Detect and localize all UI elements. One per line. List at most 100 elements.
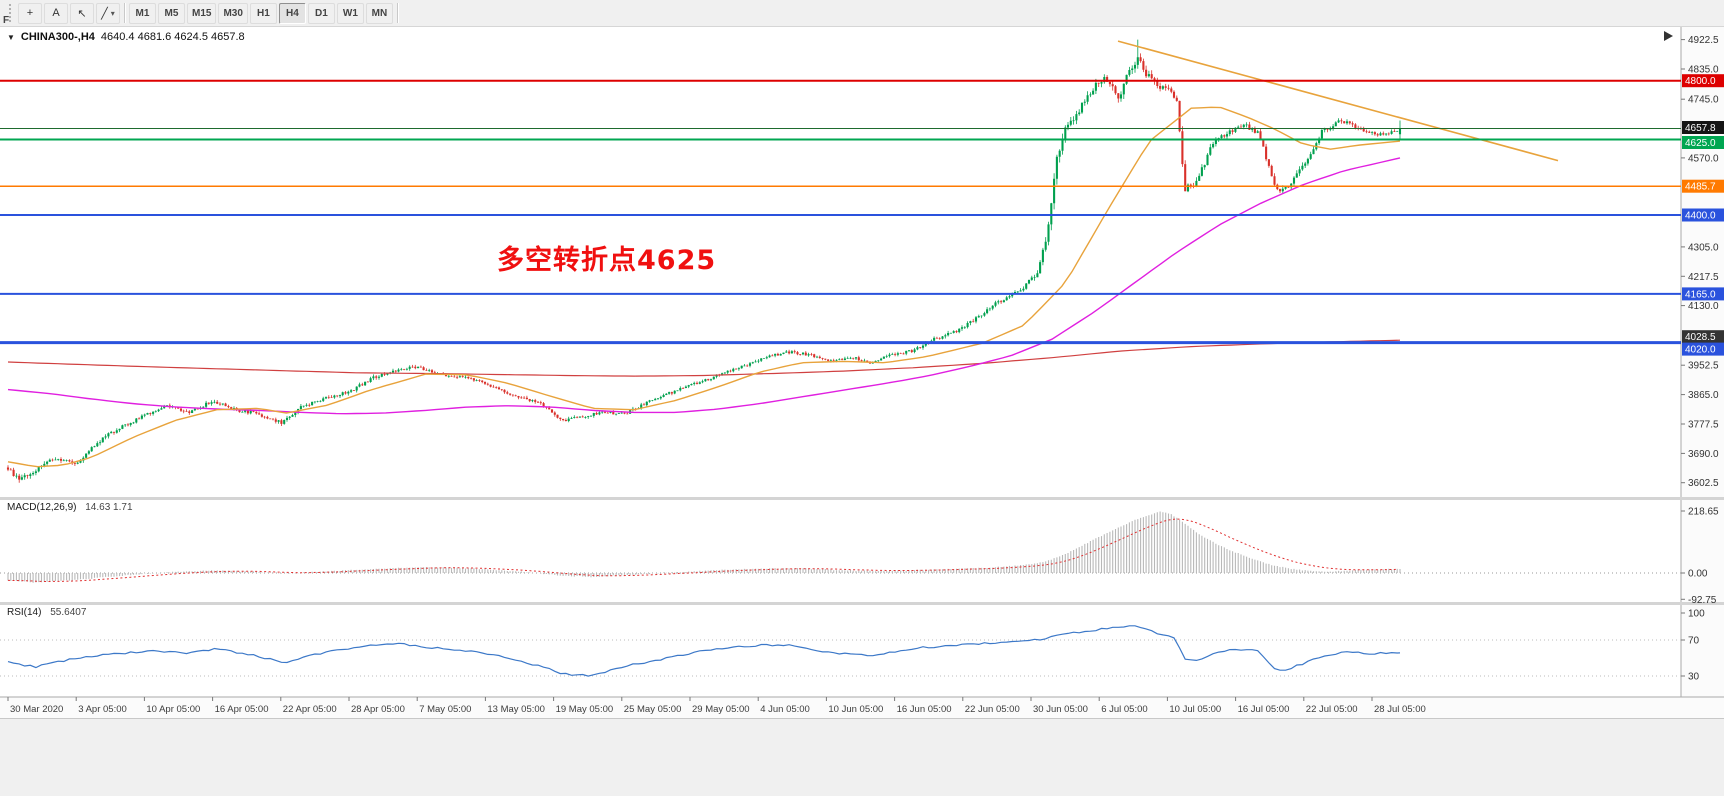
price-scale-label: 3690.0 xyxy=(1688,449,1719,460)
macd-scale-label: 0.00 xyxy=(1688,569,1708,580)
macd-panel-bg[interactable] xyxy=(0,500,1681,602)
macd-signal-line xyxy=(7,518,1398,583)
price-label-text: 4625.0 xyxy=(1685,138,1716,149)
timeframe-button-m1[interactable]: M1 xyxy=(129,2,156,24)
price-scale-label: 4745.0 xyxy=(1688,95,1719,106)
timeframe-button-m5[interactable]: M5 xyxy=(158,2,185,24)
panel-separator[interactable] xyxy=(0,497,1724,500)
time-scale-label: 4 Jun 05:00 xyxy=(760,704,810,715)
rsi-name: RSI(14) xyxy=(7,607,42,618)
price-label-box xyxy=(1682,74,1724,88)
chart-shift-marker[interactable] xyxy=(1664,31,1673,41)
time-scale-label: 16 Apr 05:00 xyxy=(215,704,269,715)
ma-mid-line xyxy=(7,157,1401,415)
time-scale-label: 25 May 05:00 xyxy=(624,704,682,715)
price-label-box xyxy=(1682,121,1724,134)
rsi-scale-label: 70 xyxy=(1688,636,1700,647)
ma-slow-line xyxy=(7,339,1401,377)
timeframe-button-h1[interactable]: H1 xyxy=(249,2,277,24)
rsi-label: RSI(14) 55.6407 xyxy=(7,607,86,618)
price-label-text: 4020.0 xyxy=(1685,345,1716,356)
timeframe-button-mn[interactable]: MN xyxy=(365,2,393,24)
price-scale-label: 4217.5 xyxy=(1688,272,1719,283)
price-scale-label: 4305.0 xyxy=(1688,242,1719,253)
toolbar-f-marker: F xyxy=(3,15,10,26)
price-scale-label: 4570.0 xyxy=(1688,153,1719,164)
candle-bodies-down xyxy=(6,57,1396,480)
text-label-button[interactable]: A xyxy=(44,2,68,24)
time-scale-label: 28 Jul 05:00 xyxy=(1374,704,1426,715)
macd-values: 14.63 1.71 xyxy=(85,502,133,513)
price-label-text: 4657.8 xyxy=(1685,123,1716,134)
panel-separator[interactable] xyxy=(0,602,1724,605)
price-label-text: 4485.7 xyxy=(1685,182,1716,193)
chart-title: ▼ CHINA300-,H4 4640.4 4681.6 4624.5 4657… xyxy=(7,31,245,43)
price-label-text: 4028.5 xyxy=(1685,332,1716,343)
time-scale-label: 16 Jun 05:00 xyxy=(897,704,952,715)
timeframe-button-m30[interactable]: M30 xyxy=(218,2,248,24)
timeframe-button-w1[interactable]: W1 xyxy=(336,2,364,24)
price-label-box xyxy=(1682,208,1724,222)
price-scale-label: 4922.5 xyxy=(1688,35,1719,46)
chart-area[interactable]: 4922.5 4835.0 4745.0 4570.0 4305.0 4217.5 4130… xyxy=(0,27,1724,718)
rsi-scale-label: 30 xyxy=(1688,672,1700,683)
macd-scale-label: -92.75 xyxy=(1688,595,1717,606)
time-scale-label: 28 Apr 05:00 xyxy=(351,704,405,715)
trendline[interactable] xyxy=(1117,40,1559,162)
macd-scale-label: 218.65 xyxy=(1688,507,1719,518)
price-scale-label: 3952.5 xyxy=(1688,361,1719,372)
crosshair-button[interactable]: + xyxy=(18,2,42,24)
chinese-annotation[interactable]: 多空转折点4625 xyxy=(497,245,717,276)
timeframe-button-h4[interactable]: H4 xyxy=(278,2,306,24)
price-scale-label: 3602.5 xyxy=(1688,478,1719,489)
price-label-box xyxy=(1682,330,1724,344)
price-scale-label: 3777.5 xyxy=(1688,420,1719,431)
triangle-icon[interactable]: ▼ xyxy=(7,32,15,42)
main-panel-bg[interactable] xyxy=(0,27,1681,497)
window-bottom-area xyxy=(0,718,1724,796)
time-axis[interactable] xyxy=(0,697,1724,718)
time-scale-label: 10 Jun 05:00 xyxy=(828,704,883,715)
price-scale-label: 3865.0 xyxy=(1688,390,1719,401)
chart-ohlc-values: 4640.4 4681.6 4624.5 4657.8 xyxy=(100,31,245,43)
line-tools-button[interactable]: ╱ ▾ xyxy=(96,2,120,24)
time-scale-label: 10 Jul 05:00 xyxy=(1169,704,1221,715)
price-scale-label: 4130.0 xyxy=(1688,301,1719,312)
time-scale-label: 30 Jun 05:00 xyxy=(1033,704,1088,715)
toolbar-separator xyxy=(396,3,398,23)
time-scale-label: 13 May 05:00 xyxy=(487,704,545,715)
timeframe-button-group: M1 M5 M15 M30 H1 H4 D1 W1 MN xyxy=(129,2,393,24)
time-scale-label: 10 Apr 05:00 xyxy=(146,704,200,715)
main-toolbar: + A ↖ ╱ ▾ M1 M5 M15 M30 H1 H4 D1 W1 MN xyxy=(0,0,1724,27)
time-scale-label: 22 Jul 05:00 xyxy=(1306,704,1358,715)
rsi-line xyxy=(7,625,1401,677)
cursor-button[interactable]: ↖ xyxy=(70,2,94,24)
timeframe-button-d1[interactable]: D1 xyxy=(307,2,335,24)
time-scale-label: 22 Jun 05:00 xyxy=(965,704,1020,715)
time-scale-label: 30 Mar 2020 xyxy=(10,704,63,715)
rsi-value: 55.6407 xyxy=(50,607,87,618)
toolbar-separator xyxy=(124,3,125,23)
macd-histogram xyxy=(7,511,1401,583)
time-scale-label: 22 Apr 05:00 xyxy=(283,704,337,715)
toolbar-grip[interactable] xyxy=(9,4,13,22)
timeframe-button-m15[interactable]: M15 xyxy=(187,2,217,24)
macd-label: MACD(12,26,9) 14.63 1.71 xyxy=(7,502,133,513)
price-label-text: 4800.0 xyxy=(1685,76,1716,87)
macd-name: MACD(12,26,9) xyxy=(7,502,77,513)
time-scale-label: 6 Jul 05:00 xyxy=(1101,704,1147,715)
toolbar-icon-group: + A ↖ ╱ ▾ xyxy=(18,2,120,24)
rsi-panel-bg[interactable] xyxy=(0,605,1681,697)
candle-bodies-up xyxy=(15,57,1402,480)
time-scale-label: 29 May 05:00 xyxy=(692,704,750,715)
chevron-down-icon: ▾ xyxy=(110,8,115,18)
time-scale-label: 16 Jul 05:00 xyxy=(1238,704,1290,715)
time-scale-label: 3 Apr 05:00 xyxy=(78,704,127,715)
price-label-box xyxy=(1682,287,1724,301)
ma-fast-line xyxy=(7,106,1401,468)
price-label-box xyxy=(1682,136,1724,149)
rsi-scale-label: 100 xyxy=(1688,609,1705,620)
price-label-box xyxy=(1682,342,1724,356)
time-scale-label: 7 May 05:00 xyxy=(419,704,471,715)
price-label-text: 4165.0 xyxy=(1685,289,1716,300)
